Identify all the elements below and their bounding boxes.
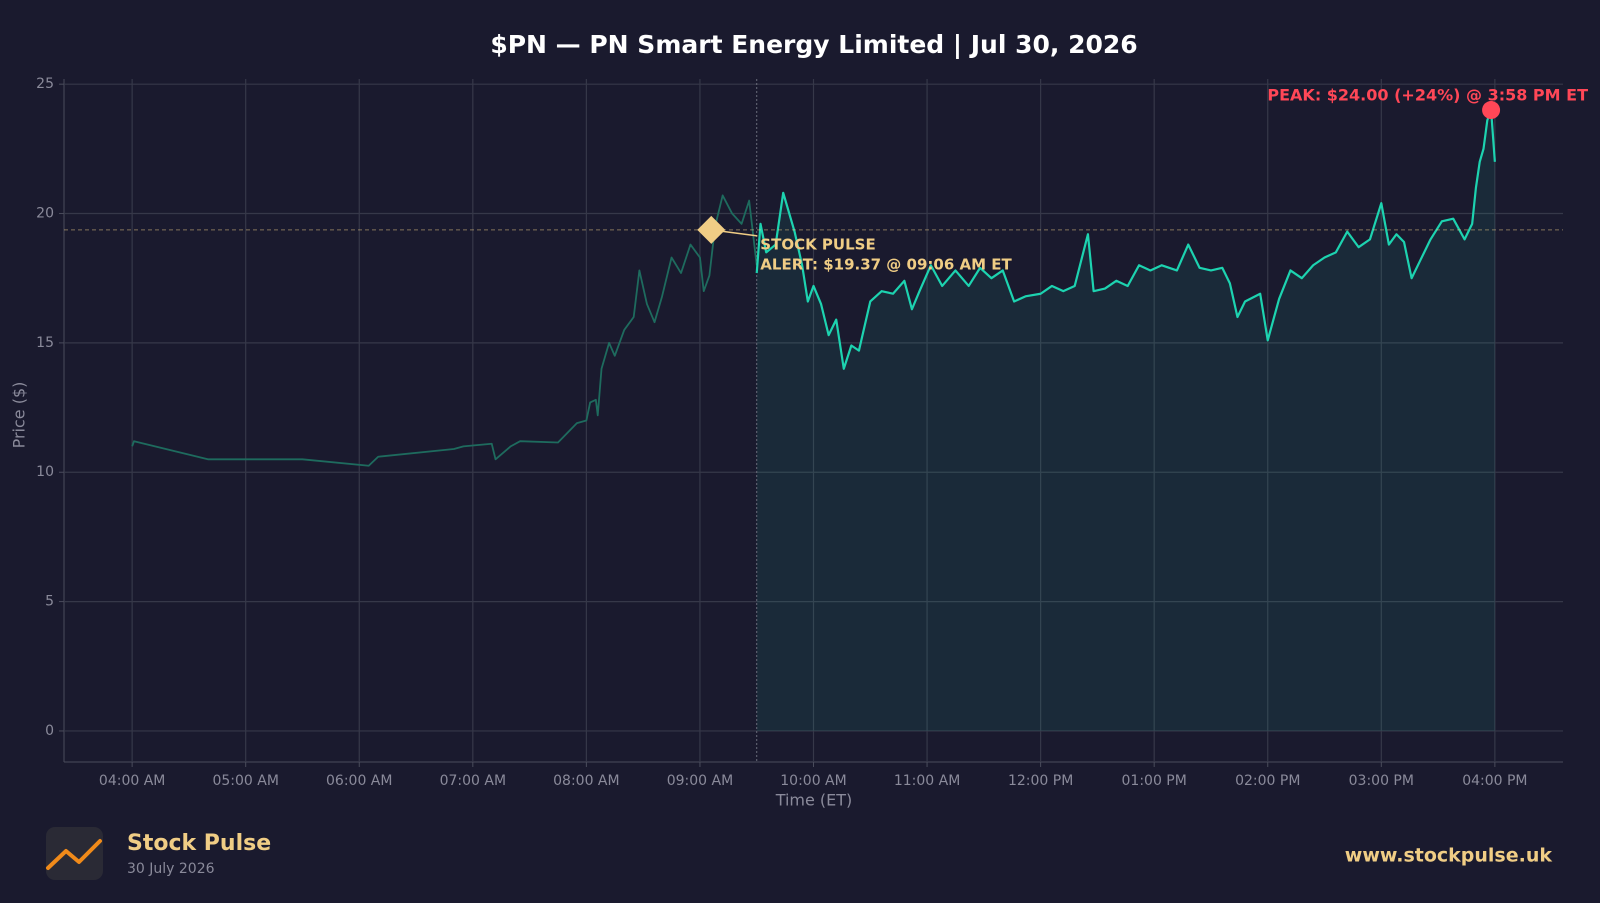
- x-tick-label: 03:00 PM: [1349, 773, 1414, 789]
- x-tick-label: 09:00 AM: [667, 773, 733, 789]
- chart-title: $PN — PN Smart Energy Limited | Jul 30, …: [490, 30, 1137, 59]
- footer-date: 30 July 2026: [127, 861, 215, 877]
- logo: [46, 827, 103, 880]
- x-tick-label: 02:00 PM: [1235, 773, 1300, 789]
- y-axis-label: Price ($): [10, 382, 29, 449]
- x-tick-label: 05:00 AM: [212, 773, 278, 789]
- line: [131, 194, 758, 467]
- alert-label: STOCK PULSE: [760, 235, 875, 253]
- line: [755, 108, 1496, 370]
- x-tick-label: 06:00 AM: [326, 773, 392, 789]
- brand: Stock Pulse: [127, 831, 271, 856]
- x-tick-label: 04:00 AM: [99, 773, 165, 789]
- x-tick-label: 11:00 AM: [894, 773, 960, 789]
- peak-marker: [1482, 101, 1501, 120]
- x-tick-label: 01:00 PM: [1122, 773, 1187, 789]
- y-tick-label: 25: [36, 76, 54, 92]
- alert-label: ALERT: $19.37 @ 09:06 AM ET: [760, 255, 1012, 273]
- y-tick-label: 10: [36, 464, 54, 480]
- x-axis-label: Time (ET): [775, 791, 853, 810]
- peak-label: PEAK: $24.00 (+24%) @ 3:58 PM ET: [1267, 86, 1588, 105]
- y-tick-label: 15: [36, 335, 54, 351]
- area: [756, 110, 1495, 731]
- y-tick-label: 20: [36, 206, 54, 222]
- x-tick-label: 10:00 AM: [780, 773, 846, 789]
- alert-marker: [697, 215, 726, 244]
- y-tick-label: 5: [45, 594, 54, 610]
- x-tick-label: 07:00 AM: [440, 773, 506, 789]
- x-tick-label: 04:00 PM: [1462, 773, 1527, 789]
- y-tick-label: 0: [45, 723, 54, 739]
- x-tick-label: 08:00 AM: [553, 773, 619, 789]
- footer-url: www.stockpulse.uk: [1345, 845, 1553, 867]
- x-tick-label: 12:00 PM: [1008, 773, 1073, 789]
